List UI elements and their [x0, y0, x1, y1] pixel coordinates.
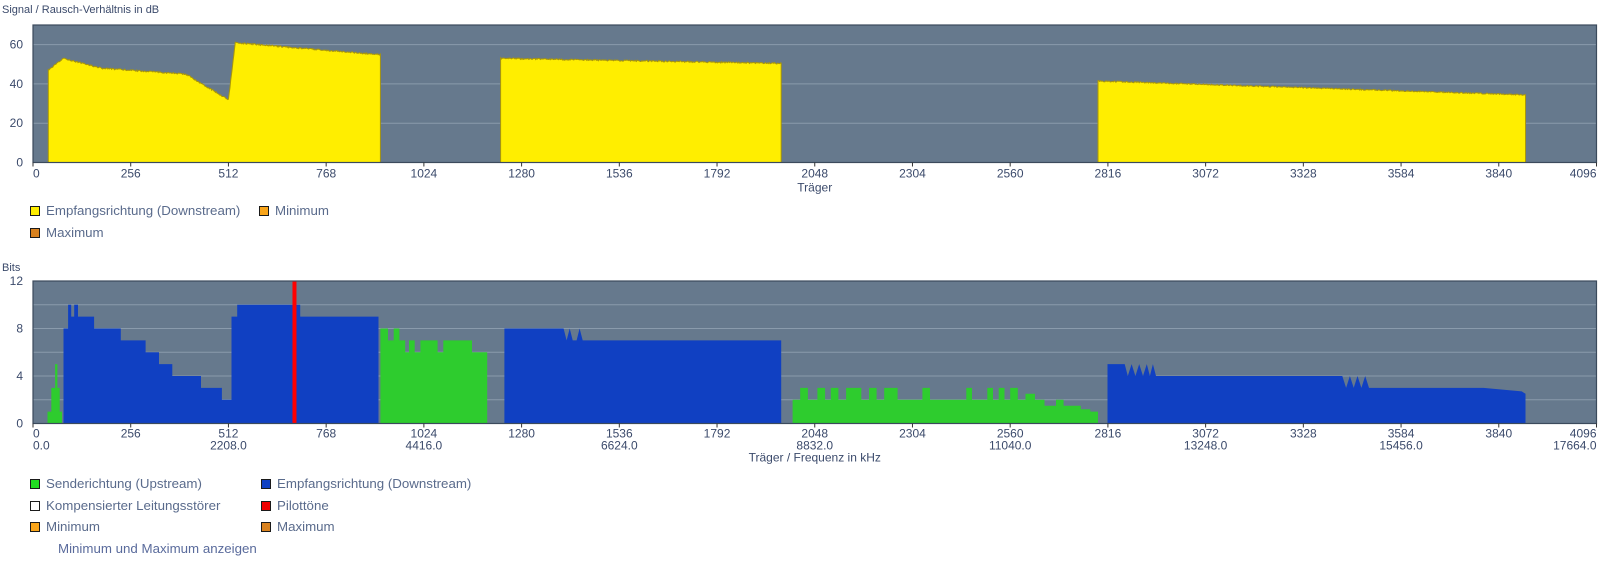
svg-text:12: 12: [10, 274, 24, 288]
svg-text:4: 4: [16, 369, 23, 383]
svg-text:15456.0: 15456.0: [1379, 439, 1423, 453]
svg-text:2816: 2816: [1095, 427, 1122, 441]
svg-text:Träger / Frequenz in kHz: Träger / Frequenz in kHz: [749, 451, 881, 465]
svg-text:2208.0: 2208.0: [210, 439, 247, 453]
svg-text:256: 256: [121, 427, 141, 441]
svg-text:2304: 2304: [899, 427, 926, 441]
svg-text:11040.0: 11040.0: [989, 439, 1032, 453]
svg-text:17664.0: 17664.0: [1553, 439, 1597, 453]
svg-text:3328: 3328: [1290, 427, 1317, 441]
svg-text:13248.0: 13248.0: [1184, 439, 1228, 453]
svg-text:6624.0: 6624.0: [601, 439, 638, 453]
svg-text:768: 768: [316, 427, 336, 441]
svg-text:1280: 1280: [508, 427, 535, 441]
svg-text:0: 0: [16, 417, 23, 431]
svg-text:3840: 3840: [1485, 427, 1512, 441]
svg-text:8: 8: [16, 322, 23, 336]
svg-text:4416.0: 4416.0: [406, 439, 443, 453]
svg-text:1792: 1792: [704, 427, 731, 441]
svg-text:0.0: 0.0: [33, 439, 50, 453]
